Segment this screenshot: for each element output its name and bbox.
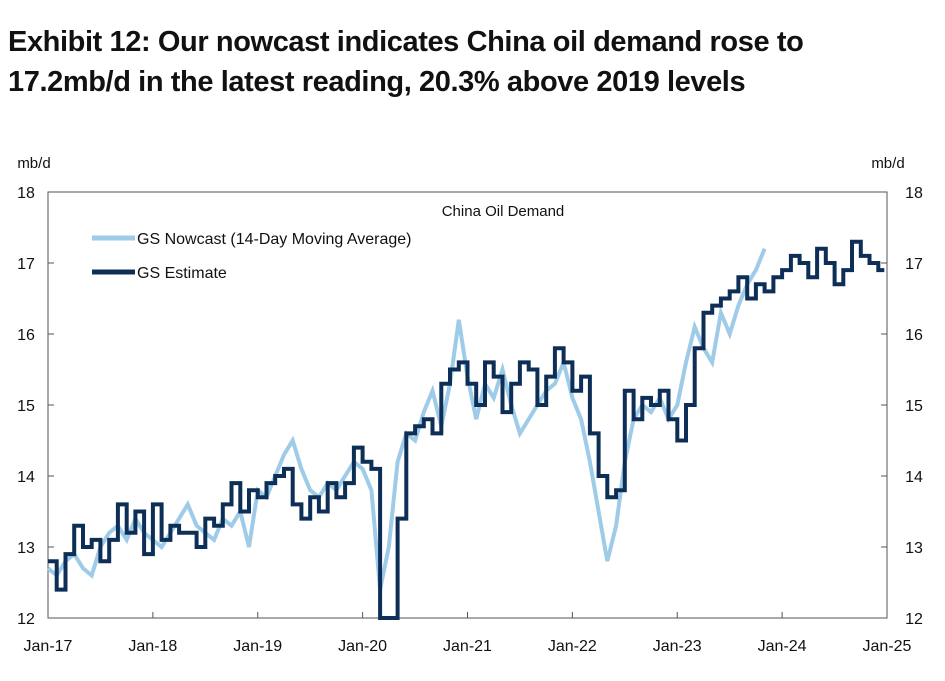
- x-tick-label: Jan-18: [128, 638, 177, 655]
- exhibit-title-line-1: Exhibit 12: Our nowcast indicates China …: [8, 26, 804, 58]
- y-tick-label-right: 12: [905, 611, 923, 628]
- legend-label-nowcast: GS Nowcast (14-Day Moving Average): [137, 231, 411, 248]
- x-tick-label: Jan-24: [758, 638, 807, 655]
- y-tick-label-right: 17: [905, 256, 923, 273]
- y-tick-label-left: 16: [17, 327, 35, 344]
- gs-nowcast-line: [46, 248, 767, 591]
- y-tick-label-right: 16: [905, 327, 923, 344]
- exhibit-title: Exhibit 12: Our nowcast indicates China …: [8, 22, 928, 102]
- y-tick-label-left: 12: [17, 611, 35, 628]
- x-tick-label: Jan-22: [548, 638, 597, 655]
- y-tick-label-left: 14: [17, 469, 35, 486]
- y-axis-label-left: mb/d: [17, 155, 50, 172]
- y-tick-label-right: 18: [905, 185, 923, 202]
- series: [46, 239, 885, 620]
- exhibit-title-line-2: 17.2mb/d in the latest reading, 20.3% ab…: [8, 66, 746, 98]
- y-tick-label-left: 17: [17, 256, 35, 273]
- chart-title: China Oil Demand: [442, 203, 565, 220]
- x-tick-label: Jan-23: [653, 638, 702, 655]
- ticks: 12 12 13 13 14 14 15 15 16 16 17 17 18 18 Jan-17 Jan-18…: [17, 185, 923, 655]
- y-tick-label-left: 15: [17, 398, 35, 415]
- y-axis-label-right: mb/d: [871, 155, 904, 172]
- x-tick-label: Jan-20: [338, 638, 387, 655]
- y-tick-label-left: 18: [17, 185, 35, 202]
- y-tick-label-right: 15: [905, 398, 923, 415]
- x-tick-label: Jan-21: [443, 638, 492, 655]
- x-tick-label: Jan-19: [233, 638, 282, 655]
- gs-estimate-line: [48, 239, 885, 620]
- x-tick-label: Jan-17: [24, 638, 73, 655]
- legend-label-estimate: GS Estimate: [137, 265, 227, 282]
- legend: GS Nowcast (14-Day Moving Average) GS Est…: [92, 231, 411, 282]
- x-tick-label: Jan-25: [863, 638, 912, 655]
- y-tick-label-right: 13: [905, 540, 923, 557]
- y-tick-label-left: 13: [17, 540, 35, 557]
- y-tick-label-right: 14: [905, 469, 923, 486]
